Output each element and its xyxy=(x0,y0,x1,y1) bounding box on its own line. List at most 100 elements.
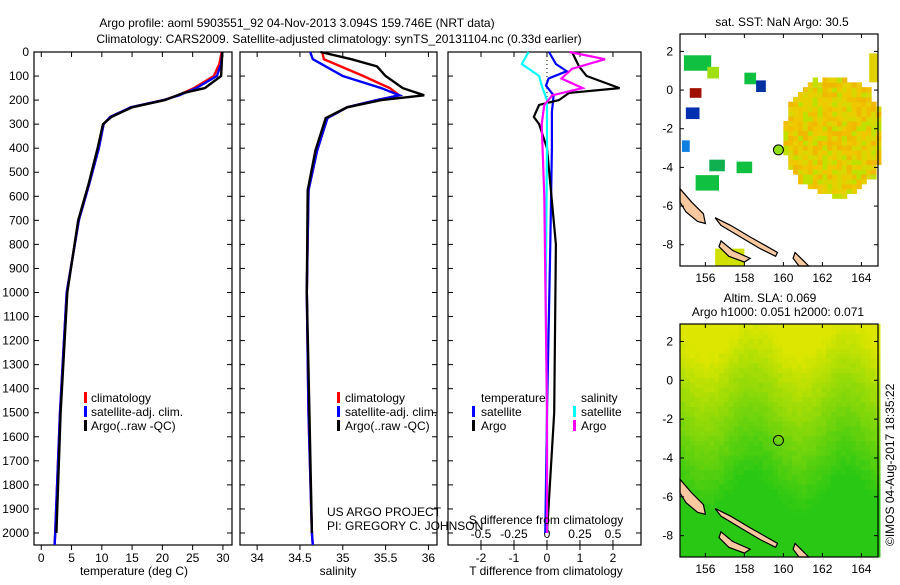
sla-cell xyxy=(845,527,852,534)
sst-cell xyxy=(812,174,819,180)
sla-cell xyxy=(714,401,720,408)
sla-cell xyxy=(806,489,813,495)
sla-cell xyxy=(709,416,715,422)
sla-cell xyxy=(826,411,832,417)
sla-cell xyxy=(689,333,696,340)
sla-cell xyxy=(680,450,686,456)
sla-cell xyxy=(733,493,740,500)
sla-cell xyxy=(704,372,710,378)
sst-cell xyxy=(861,179,867,185)
sla-cell xyxy=(728,421,735,427)
sla-cell xyxy=(748,537,754,543)
sla-cell xyxy=(728,382,735,388)
sla-cell xyxy=(680,464,686,471)
sla-cell xyxy=(826,552,832,558)
sla-cell xyxy=(831,527,837,534)
legend-label: climatology xyxy=(91,391,151,405)
sst-cell xyxy=(827,145,833,151)
sla-cell xyxy=(714,474,720,480)
sla-cell xyxy=(733,474,740,480)
sla-cell xyxy=(836,382,842,388)
sla-cell xyxy=(850,498,857,505)
sst-patch xyxy=(709,159,725,172)
sla-cell xyxy=(840,353,847,359)
sla-cell xyxy=(821,387,827,393)
sla-cell xyxy=(836,459,842,466)
sla-cell xyxy=(855,513,861,519)
sla-cell xyxy=(797,353,803,359)
sla-cell xyxy=(845,464,852,471)
sla-cell xyxy=(855,542,861,548)
sla-cell xyxy=(811,324,818,330)
sla-cell xyxy=(758,421,764,427)
sla-cell xyxy=(845,396,852,403)
sla-cell xyxy=(743,387,749,393)
sla-cell xyxy=(753,459,759,466)
sla-cell xyxy=(870,357,876,364)
sla-cell xyxy=(738,353,744,359)
sla-cell xyxy=(680,513,686,519)
sst-cell xyxy=(788,164,794,170)
sla-cell xyxy=(811,357,818,364)
sla-cell xyxy=(680,459,686,466)
sla-cell xyxy=(762,508,769,514)
sla-cell xyxy=(699,333,705,340)
sla-cell xyxy=(699,406,705,412)
sla-cell xyxy=(865,459,871,466)
sla-cell xyxy=(699,532,705,539)
legend-label: Argo xyxy=(481,419,507,433)
sla-cell xyxy=(831,552,837,558)
sst-cell xyxy=(876,121,882,127)
sla-cell xyxy=(806,387,813,393)
sst-cell xyxy=(812,159,819,165)
sla-cell xyxy=(719,362,725,369)
sla-cell xyxy=(723,484,730,490)
sla-cell xyxy=(758,411,764,417)
sla-cell xyxy=(723,338,730,344)
sla-cell xyxy=(782,362,788,369)
sla-cell xyxy=(684,324,691,330)
sla-cell xyxy=(850,513,857,519)
sla-cell xyxy=(811,523,818,529)
sla-cell xyxy=(836,421,842,427)
sla-cell xyxy=(694,411,701,417)
sla-cell xyxy=(709,445,715,451)
sst-cell xyxy=(866,130,872,136)
sla-cell xyxy=(831,537,837,543)
sla-cell xyxy=(738,435,744,441)
sla-cell xyxy=(689,421,696,427)
sla-cell xyxy=(840,382,847,388)
sst-cell xyxy=(802,174,809,180)
sla-cell xyxy=(797,527,803,534)
sla-cell xyxy=(772,348,779,354)
y-tick-label: 700 xyxy=(9,213,29,227)
sla-cell xyxy=(782,421,788,427)
sla-cell xyxy=(865,348,871,354)
sla-cell xyxy=(723,333,730,340)
sla-cell xyxy=(806,372,813,378)
sst-cell xyxy=(837,125,843,132)
sla-cell xyxy=(865,503,871,509)
sla-cell xyxy=(704,450,710,456)
lat-tick-label: -6 xyxy=(662,199,673,213)
sst-cell xyxy=(812,169,819,175)
sla-cell xyxy=(806,469,813,475)
sst-cell xyxy=(866,154,872,161)
sla-cell xyxy=(743,532,749,539)
sla-cell xyxy=(699,547,705,553)
sla-cell xyxy=(855,362,861,369)
sla-cell xyxy=(826,396,832,403)
sla-cell xyxy=(772,508,779,514)
sla-cell xyxy=(782,430,788,437)
sla-cell xyxy=(699,324,705,330)
sla-cell xyxy=(821,552,827,558)
sst-cell xyxy=(871,140,877,146)
sla-cell xyxy=(787,411,793,417)
sla-cell xyxy=(797,338,803,344)
sla-cell xyxy=(811,440,818,446)
sla-cell xyxy=(782,508,788,514)
sla-cell xyxy=(826,401,832,408)
sla-cell xyxy=(855,484,861,490)
sla-cell xyxy=(738,425,744,432)
sla-cell xyxy=(826,547,832,553)
